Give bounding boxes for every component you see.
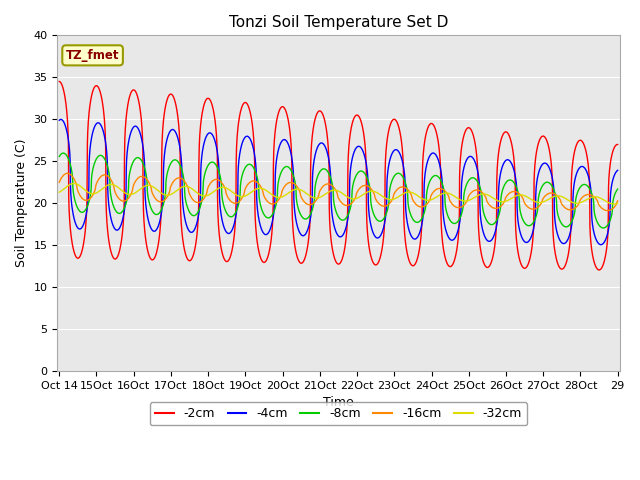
-2cm (269, 163, 277, 169)
-32cm (611, 201, 618, 207)
-32cm (294, 186, 301, 192)
-8cm (60, 150, 67, 156)
Line: -4cm: -4cm (60, 120, 618, 245)
-2cm (603, 244, 611, 250)
-32cm (70, 180, 78, 186)
Line: -16cm: -16cm (60, 173, 618, 211)
-8cm (614, 186, 621, 192)
-32cm (119, 189, 127, 194)
-4cm (294, 225, 301, 230)
-8cm (152, 212, 160, 217)
-16cm (603, 208, 611, 214)
-32cm (56, 189, 63, 195)
-8cm (543, 180, 550, 185)
-2cm (294, 255, 301, 261)
Line: -32cm: -32cm (60, 183, 618, 204)
-32cm (614, 201, 621, 206)
-16cm (63, 170, 71, 176)
-4cm (56, 118, 63, 123)
-4cm (543, 161, 550, 167)
Y-axis label: Soil Temperature (C): Soil Temperature (C) (15, 139, 28, 267)
-16cm (294, 185, 301, 191)
-2cm (543, 137, 550, 143)
-32cm (152, 186, 160, 192)
-16cm (269, 201, 277, 207)
-2cm (614, 142, 621, 147)
-8cm (269, 209, 277, 215)
-16cm (614, 198, 621, 204)
-2cm (56, 79, 63, 84)
-4cm (614, 168, 621, 173)
-32cm (603, 199, 611, 204)
-4cm (604, 233, 611, 239)
-16cm (152, 197, 160, 203)
-8cm (600, 225, 607, 231)
-8cm (604, 223, 611, 228)
-8cm (294, 204, 301, 210)
-4cm (269, 212, 277, 217)
-8cm (119, 207, 127, 213)
-2cm (595, 267, 603, 273)
Title: Tonzi Soil Temperature Set D: Tonzi Soil Temperature Set D (228, 15, 448, 30)
-4cm (597, 242, 605, 248)
-4cm (57, 117, 65, 122)
Line: -8cm: -8cm (60, 153, 618, 228)
-2cm (119, 225, 127, 230)
Legend: -2cm, -4cm, -8cm, -16cm, -32cm: -2cm, -4cm, -8cm, -16cm, -32cm (150, 402, 527, 425)
Line: -2cm: -2cm (60, 82, 618, 270)
-16cm (119, 198, 127, 204)
-4cm (152, 227, 160, 233)
-2cm (152, 251, 160, 257)
X-axis label: Time: Time (323, 396, 354, 409)
-8cm (56, 154, 63, 159)
-16cm (56, 180, 63, 185)
-32cm (543, 197, 550, 203)
-4cm (119, 215, 127, 220)
-16cm (543, 192, 550, 197)
-16cm (604, 208, 611, 214)
Text: TZ_fmet: TZ_fmet (66, 49, 119, 62)
-32cm (269, 193, 277, 199)
